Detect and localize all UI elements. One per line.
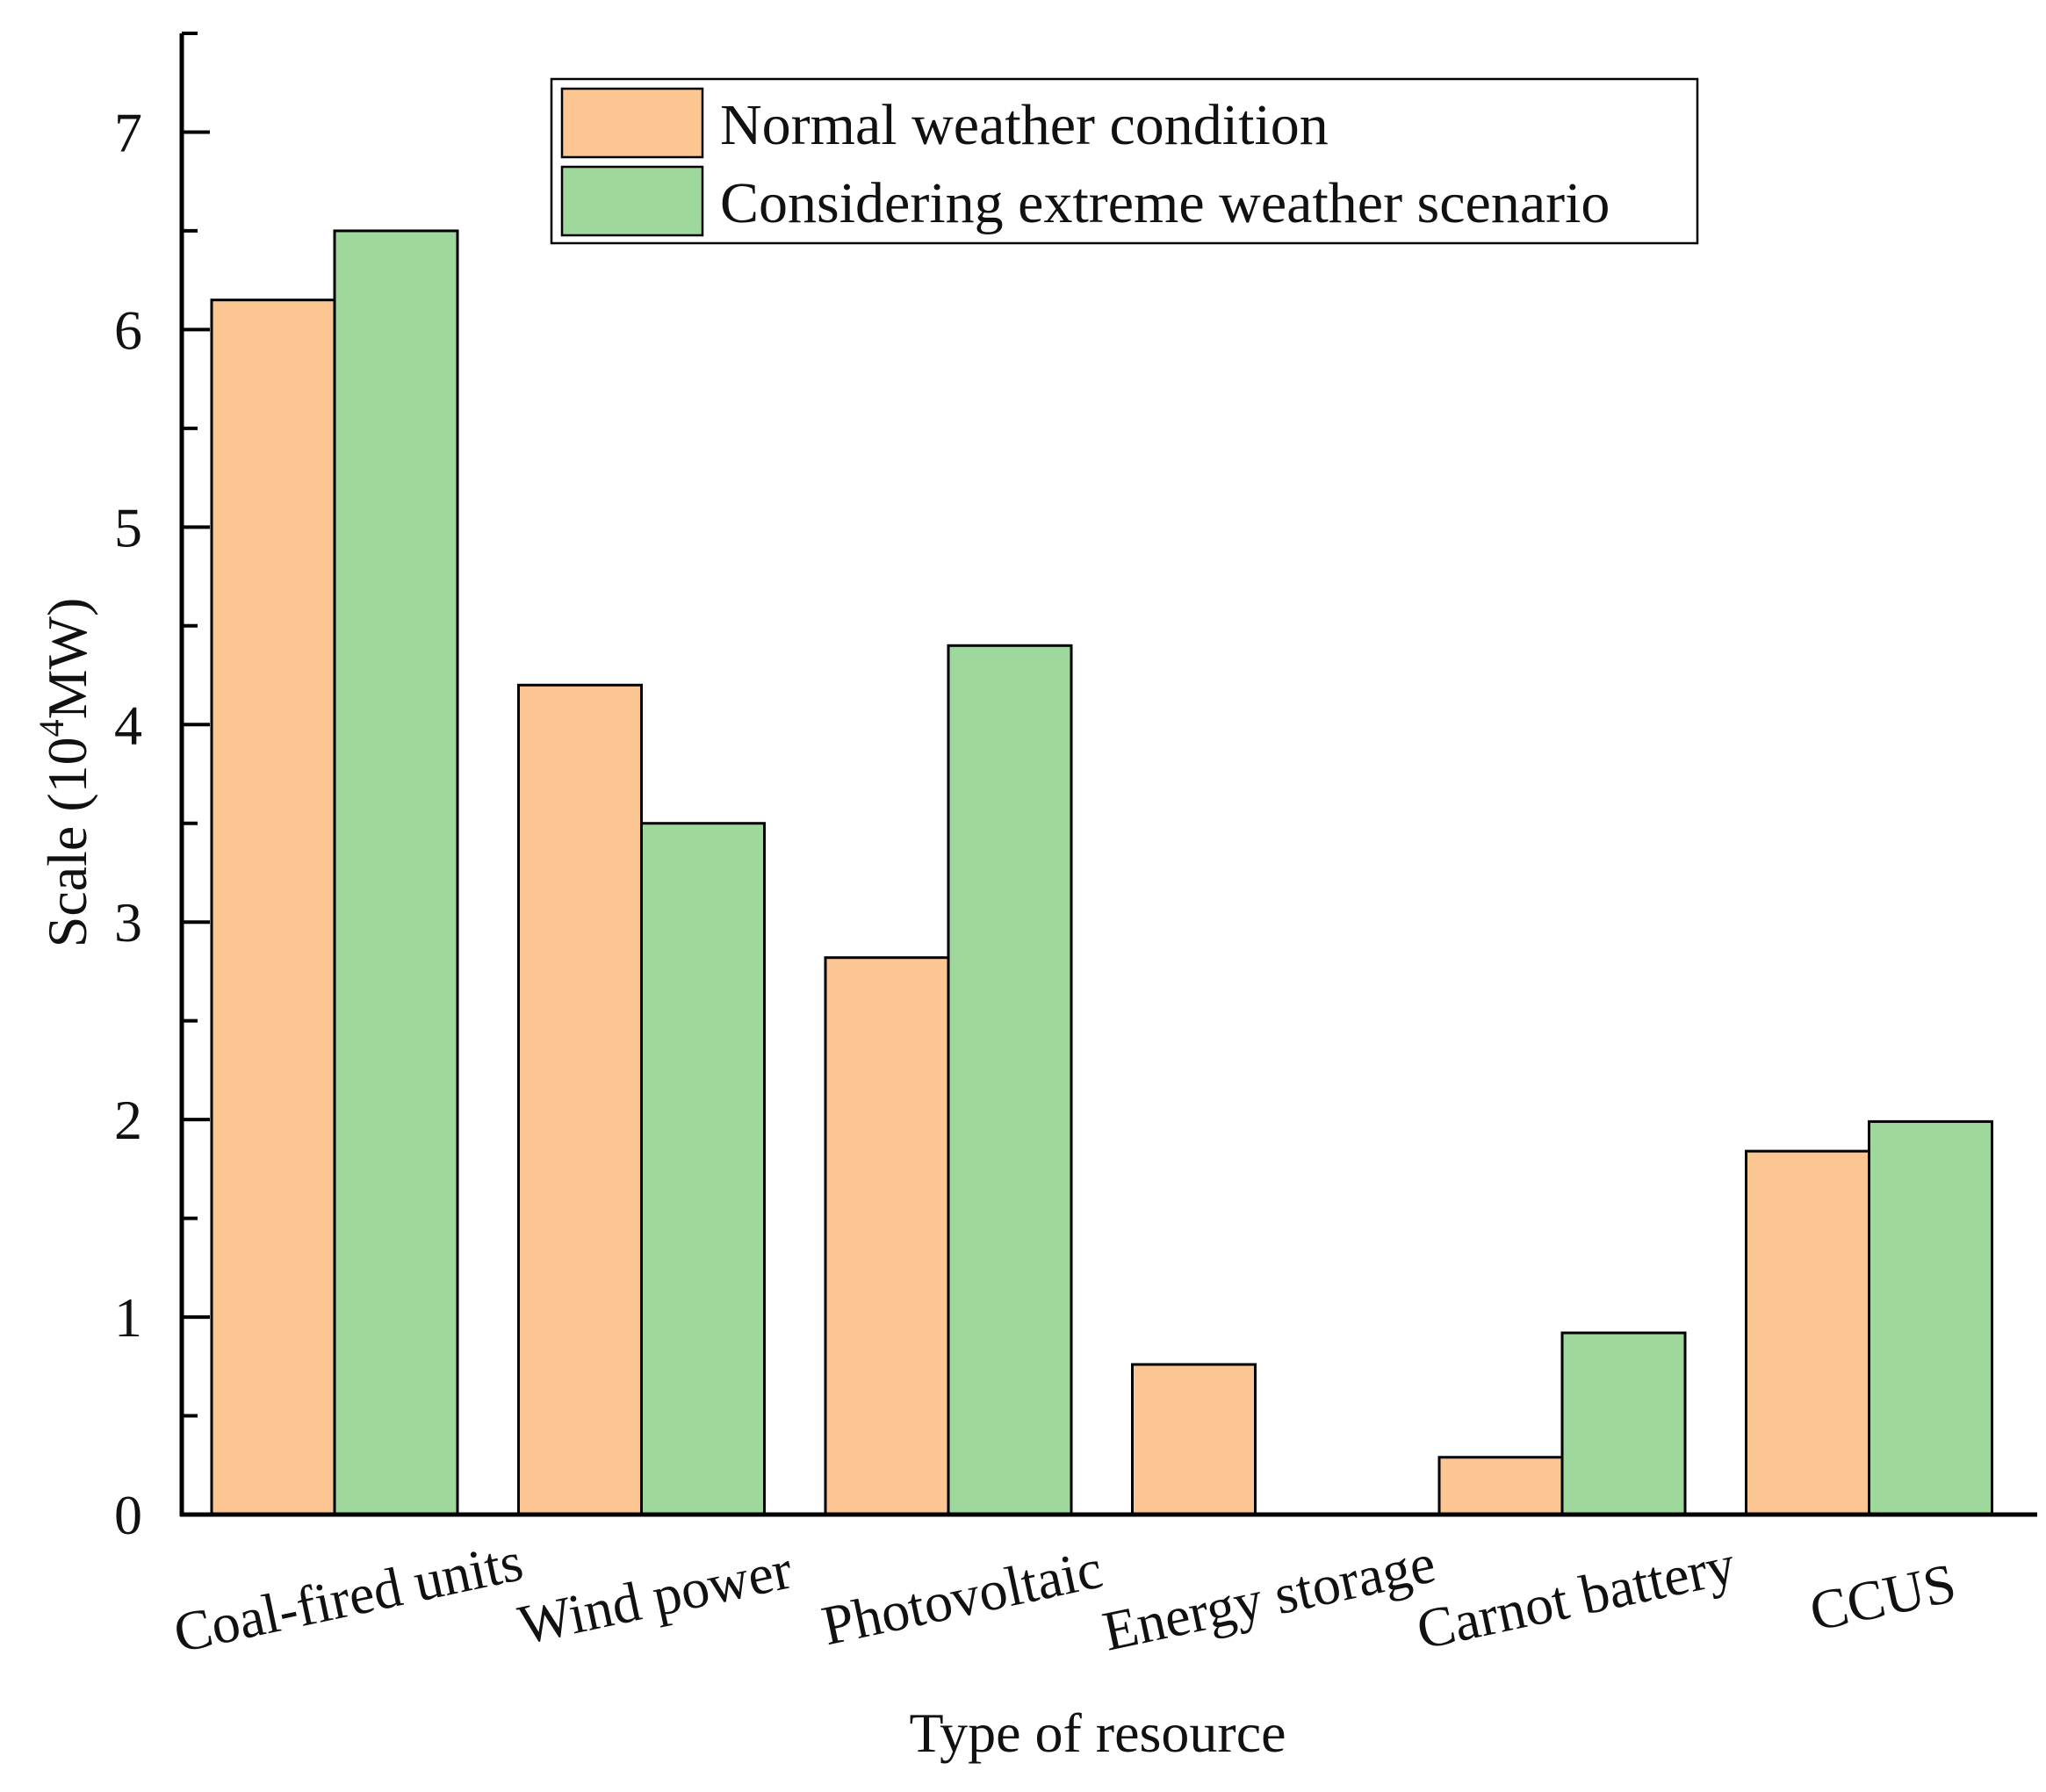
- y-axis-title-superscript: 4: [32, 719, 71, 737]
- legend: Normal weather condition Considering ext…: [550, 77, 1699, 245]
- bar-ccus-normal: [1745, 1149, 1870, 1516]
- bar-ccus-extreme: [1868, 1119, 1993, 1516]
- x-category-label-carnot-battery: Carnot battery: [1411, 1533, 1740, 1661]
- bar-wind-power-extreme: [640, 822, 766, 1516]
- y-tick-label-4: 4: [114, 694, 142, 756]
- bar-carnot-battery-normal: [1437, 1456, 1564, 1516]
- y-axis-title-suffix: MW): [36, 598, 98, 720]
- y-tick-label-6: 6: [114, 299, 142, 361]
- x-category-label-ccus: CCUS: [1805, 1551, 1961, 1643]
- bars-group: [210, 229, 1993, 1516]
- x-category-label-photovoltaic: Photovoltaic: [817, 1537, 1107, 1658]
- x-category-label-wind-power: Wind power: [513, 1537, 796, 1656]
- y-tick-label-3: 3: [114, 891, 142, 954]
- bar-coal-fired-units-extreme: [333, 229, 459, 1516]
- y-tick-label-5: 5: [114, 496, 142, 558]
- bar-coal-fired-units-normal: [210, 299, 336, 1516]
- legend-swatch-normal: [560, 87, 704, 159]
- legend-frame: [550, 77, 1699, 245]
- bar-energy-storage-normal: [1131, 1363, 1257, 1516]
- y-tick-label-2: 2: [114, 1089, 142, 1151]
- y-tick-label-7: 7: [114, 101, 142, 163]
- x-category-label-coal-fired-units: Coal-fired units: [169, 1529, 528, 1664]
- y-ticks-group: 0 1 2 3 4 5 6 7: [114, 32, 210, 1546]
- x-category-label-energy-storage: Energy storage: [1098, 1531, 1441, 1662]
- legend-swatch-extreme: [560, 165, 704, 237]
- y-tick-label-0: 0: [114, 1484, 142, 1546]
- legend-label-extreme: Considering extreme weather scenario: [720, 171, 1610, 235]
- x-axis-title: Type of resource: [909, 1702, 1286, 1764]
- bar-photovoltaic-normal: [824, 956, 950, 1516]
- legend-label-normal: Normal weather condition: [720, 93, 1329, 157]
- y-tick-label-1: 1: [114, 1286, 142, 1349]
- bar-photovoltaic-extreme: [947, 644, 1073, 1516]
- y-axis-title-prefix: Scale (10: [36, 737, 98, 947]
- y-axis-title: Scale (104MW): [32, 598, 98, 948]
- bar-wind-power-normal: [517, 683, 643, 1516]
- axes-group: [179, 33, 2037, 1517]
- bar-carnot-battery-extreme: [1560, 1331, 1687, 1516]
